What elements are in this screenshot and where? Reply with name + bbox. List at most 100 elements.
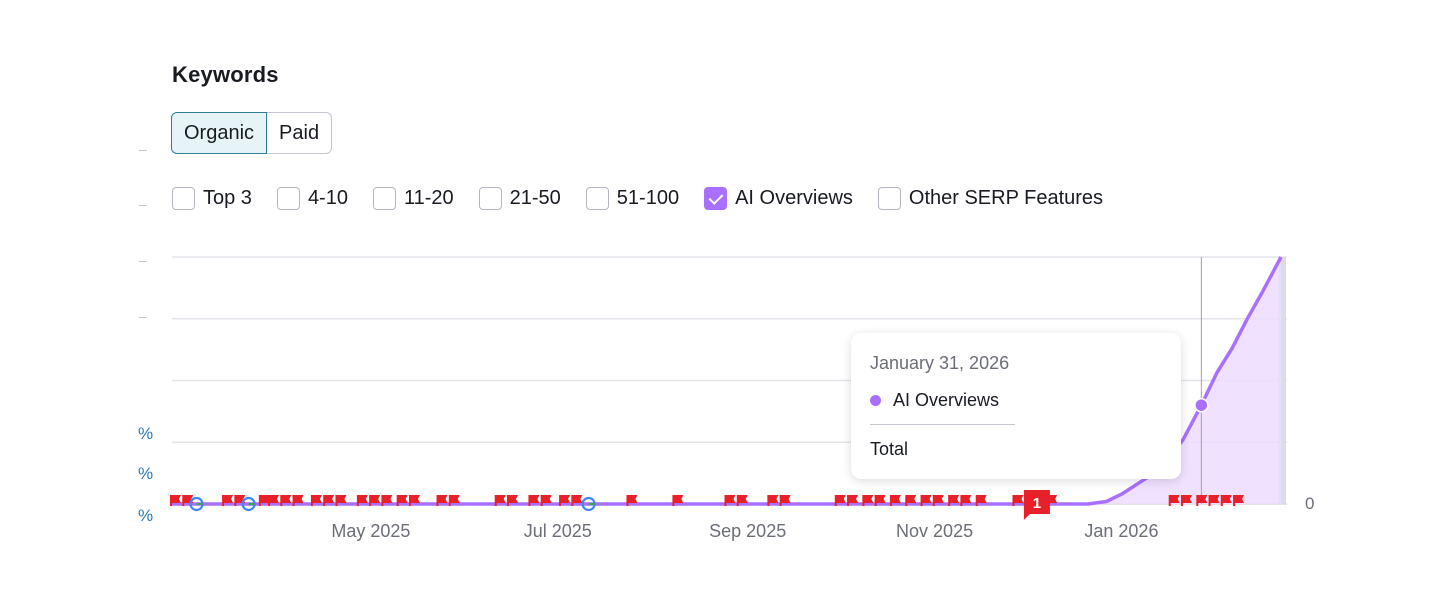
- left-axis-tick: [139, 317, 147, 318]
- tooltip-divider: [870, 424, 1015, 425]
- annotation-flag: [1208, 495, 1220, 506]
- x-tick-label: Nov 2025: [896, 521, 973, 541]
- checkbox[interactable]: [276, 186, 300, 210]
- annotation-flag: [234, 495, 246, 506]
- annotation-flag: [408, 495, 420, 506]
- annotation-flag: [960, 495, 972, 506]
- filter-label: 21-50: [509, 186, 561, 209]
- annotation-flag: [920, 495, 932, 506]
- annotation-flag: [932, 495, 944, 506]
- annotation-flag: [222, 495, 234, 506]
- annotation-flag: [626, 495, 638, 506]
- left-axis-label-fragment: %: [138, 506, 154, 525]
- filter-51-100[interactable]: 51-100: [585, 186, 680, 210]
- annotation-flag: [672, 495, 684, 506]
- annotation-flag: [268, 495, 280, 506]
- annotation-flag: [310, 495, 322, 506]
- filter-other-serp-features[interactable]: Other SERP Features: [877, 186, 1104, 210]
- annotation-flag: [335, 495, 347, 506]
- annotation-flag: [280, 495, 292, 506]
- annotation-flag: [506, 495, 518, 506]
- filter-label: Top 3: [203, 186, 252, 209]
- checkbox-checked[interactable]: [704, 186, 728, 210]
- annotation-flag: [834, 495, 846, 506]
- filter-label: 11-20: [403, 186, 454, 209]
- y-right-tick-label: 0: [1305, 494, 1314, 513]
- checkbox[interactable]: [585, 186, 609, 210]
- annotation-flag: [356, 495, 368, 506]
- organic-toggle-button[interactable]: Organic: [171, 112, 268, 154]
- annotation-flag: [736, 495, 748, 506]
- annotation-flag: [323, 495, 335, 506]
- highlighted-annotation-flag: [1023, 490, 1050, 520]
- hover-point: [1194, 397, 1209, 413]
- x-tick-label: Sep 2025: [709, 521, 786, 541]
- checkbox[interactable]: [478, 186, 502, 210]
- annotation-flag: [862, 495, 874, 506]
- x-tick-label: May 2025: [331, 521, 410, 541]
- annotation-flag: [559, 495, 571, 506]
- left-axis-tick: [139, 205, 147, 206]
- annotation-flag: [494, 495, 506, 506]
- x-tick-label: Jan 2026: [1084, 521, 1158, 541]
- annotation-flag: [381, 495, 393, 506]
- left-axis-label-fragment: %: [138, 424, 154, 443]
- annotation-flag: [540, 495, 552, 506]
- filter-ai-overviews[interactable]: AI Overviews: [704, 186, 853, 210]
- checkbox[interactable]: [172, 186, 195, 210]
- annotation-flag: [448, 495, 460, 506]
- series-dot: [870, 395, 881, 406]
- annotation-flag: [948, 495, 960, 506]
- annotation-flag: [975, 495, 987, 506]
- position-filters: Top 3 4-10 11-20 21-50 51-100 AI Overvie…: [172, 184, 1128, 212]
- annotation-flag: [369, 495, 381, 506]
- annotation-flag: [292, 495, 304, 506]
- paid-toggle-button[interactable]: Paid: [267, 112, 333, 154]
- chart-tooltip: January 31, 2026 AI Overviews Total: [851, 333, 1181, 479]
- annotation-flag: [1196, 495, 1208, 506]
- filter-label: AI Overviews: [735, 186, 853, 209]
- tooltip-series-name: AI Overviews: [893, 390, 1000, 410]
- filter-11-20[interactable]: 11-20: [372, 186, 454, 210]
- annotation-flag: [779, 495, 791, 506]
- annotation-flag: [528, 495, 540, 506]
- annotation-flag: [889, 495, 901, 506]
- tooltip-total: Total: [870, 439, 909, 459]
- tooltip-date: January 31, 2026: [870, 353, 1010, 373]
- left-axis-label-fragment: %: [138, 464, 154, 483]
- filter-4-10[interactable]: 4-10: [276, 186, 348, 210]
- annotation-flag: [396, 495, 408, 506]
- annotation-flag: [1168, 495, 1180, 506]
- highlighted-flag-label: 1: [1033, 495, 1041, 512]
- series-area: [172, 257, 1281, 504]
- x-tick-label: Jul 2025: [524, 521, 592, 541]
- annotation-flag: [767, 495, 779, 506]
- filter-top-3[interactable]: Top 3: [172, 186, 252, 210]
- annotation-flag: [847, 495, 859, 506]
- checkbox[interactable]: [877, 186, 901, 210]
- annotation-flag: [436, 495, 448, 506]
- annotation-flag: [1180, 495, 1192, 506]
- annotation-flag: [1220, 495, 1232, 506]
- filter-label: 51-100: [616, 186, 680, 209]
- left-axis-tick: [139, 261, 147, 262]
- annotation-flag: [874, 495, 886, 506]
- annotation-flag: [258, 495, 270, 506]
- right-edge-band: [1278, 257, 1286, 504]
- checkbox[interactable]: [372, 186, 396, 210]
- annotation-flag: [182, 495, 194, 506]
- annotation-flag: [1012, 495, 1024, 506]
- annotation-flag: [571, 495, 583, 506]
- tooltip-series-row: AI Overviews: [870, 390, 1162, 411]
- section-title: Keywords: [172, 62, 279, 87]
- filter-label: 4-10: [307, 186, 348, 209]
- organic-paid-toggle: Organic Paid: [171, 112, 333, 154]
- annotation-flag: [905, 495, 917, 506]
- left-axis-tick: [139, 150, 147, 151]
- filter-label: Other SERP Features: [908, 186, 1104, 209]
- annotation-flag: [724, 495, 736, 506]
- annotation-flag: [1233, 495, 1245, 506]
- filter-21-50[interactable]: 21-50: [478, 186, 561, 210]
- annotation-flag: [170, 495, 181, 506]
